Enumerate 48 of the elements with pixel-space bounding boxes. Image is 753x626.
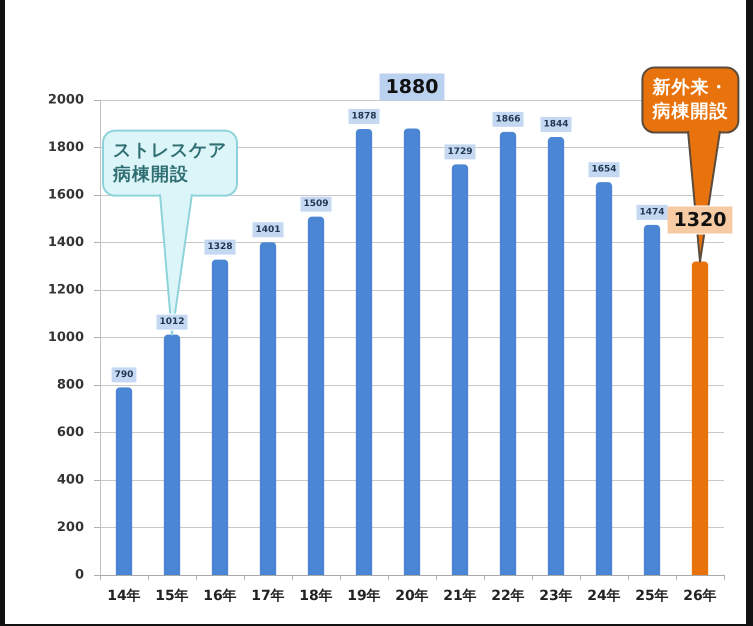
data-label: 1654 (591, 164, 617, 175)
y-tick-label: 600 (56, 425, 84, 440)
x-tick-label: 18年 (299, 588, 333, 604)
y-tick-label: 1800 (48, 140, 84, 155)
x-tick-label: 25年 (635, 588, 669, 604)
y-tick-label: 400 (56, 472, 84, 488)
x-tick-label: 21年 (443, 588, 477, 604)
bar (500, 132, 516, 575)
y-tick-label: 200 (56, 520, 84, 535)
y-tick-label: 1400 (48, 235, 84, 250)
bar (452, 164, 468, 575)
y-tick-label: 1600 (48, 188, 84, 202)
bar (596, 182, 612, 575)
data-label: 1878 (351, 111, 377, 122)
x-tick-label: 15年 (155, 588, 189, 604)
y-tick-label: 0 (74, 568, 84, 582)
data-label: 1320 (674, 209, 726, 231)
x-tick-label: 23年 (539, 588, 573, 604)
x-tick-label: 22年 (491, 588, 525, 604)
bar (212, 260, 228, 575)
x-tick-label: 20年 (395, 588, 429, 604)
data-label: 1012 (159, 317, 185, 328)
data-label: 790 (114, 370, 134, 380)
data-label: 1729 (447, 146, 473, 157)
x-tick-label: 16年 (203, 588, 237, 604)
data-label: 1866 (495, 114, 521, 124)
data-label: 1474 (639, 207, 665, 218)
x-tick-label: 26年 (683, 588, 717, 604)
bar (404, 128, 420, 575)
bar (548, 137, 564, 575)
data-label: 1328 (207, 242, 233, 252)
bar (308, 216, 324, 575)
x-tick-label: 17年 (251, 588, 285, 604)
data-label: 1401 (255, 224, 281, 235)
y-tick-label: 2000 (48, 92, 84, 108)
bar (644, 224, 660, 575)
x-tick-label: 19年 (347, 588, 381, 604)
y-tick-label: 1200 (48, 282, 84, 298)
data-label: 1509 (303, 199, 329, 210)
bar (260, 242, 276, 575)
data-label: 1880 (386, 76, 438, 98)
y-tick-label: 1000 (48, 330, 84, 345)
x-tick-label: 24年 (587, 588, 621, 604)
data-label: 1844 (543, 120, 569, 130)
bar (356, 128, 372, 575)
y-tick-label: 800 (56, 378, 84, 392)
x-tick-label: 14年 (107, 588, 141, 604)
bar (116, 387, 132, 575)
